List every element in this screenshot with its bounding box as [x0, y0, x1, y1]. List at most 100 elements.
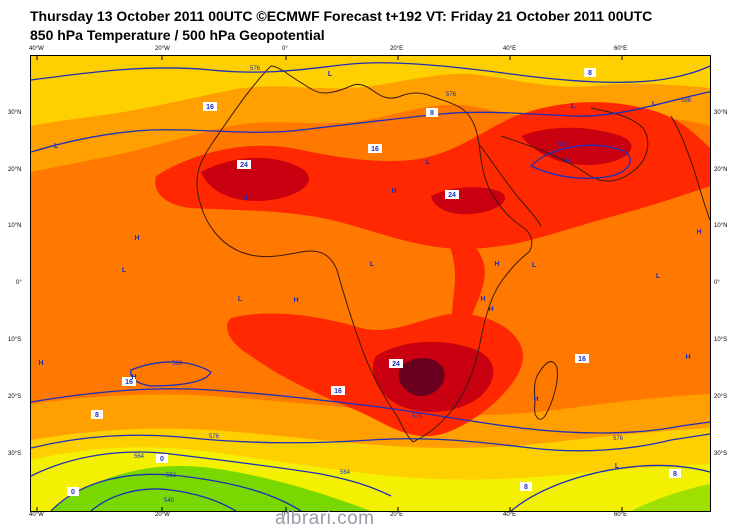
- pressure-marker: H: [696, 229, 701, 236]
- africa-west-coast: [196, 65, 414, 443]
- geo-label: 576: [613, 436, 624, 442]
- lon-tick-bottom: 20°W: [155, 512, 170, 518]
- geo-label: 564: [340, 470, 351, 476]
- pressure-marker: H: [391, 188, 396, 195]
- lon-tick-bottom: 40°E: [503, 512, 517, 518]
- contour-564: [30, 451, 392, 497]
- isotherm-labels: 16 16 24 24 8 16 16 24 16 8 8 8 8 0 0: [67, 68, 681, 496]
- iso-label-text: 24: [240, 162, 248, 169]
- graticule-ticks: [36, 56, 623, 511]
- pressure-marker: L: [652, 101, 657, 108]
- pressure-marker: L: [122, 267, 127, 274]
- iso-label-text: 8: [430, 110, 434, 117]
- iso-label: 0: [67, 487, 79, 496]
- lon-tick-bottom: 20°E: [390, 512, 404, 518]
- pressure-marker: L: [532, 262, 537, 269]
- iso-label: 16: [575, 354, 589, 363]
- iso-label: 16: [331, 386, 345, 395]
- iso-label: 8: [584, 68, 596, 77]
- lat-tick-left: 10°S: [8, 337, 22, 343]
- lat-tick-right: 20°S: [714, 394, 728, 400]
- temp-field-28-south: [398, 357, 445, 396]
- iso-label-text: 16: [125, 379, 133, 386]
- lon-tick-bottom: 40°W: [29, 512, 44, 518]
- pressure-marker: L: [615, 463, 620, 470]
- lon-tick-top: 0°: [282, 46, 288, 52]
- pressure-marker: H: [242, 195, 247, 202]
- lon-tick-top: 20°E: [390, 46, 404, 52]
- arabia-coast: [500, 107, 649, 182]
- contour-552: [50, 473, 302, 512]
- iso-label: 16: [368, 144, 382, 153]
- map-subtitle: 850 hPa Temperature / 500 hPa Geopotenti…: [30, 27, 325, 43]
- contour-576-se: [510, 464, 711, 512]
- temp-field-8-north: [31, 56, 710, 126]
- map-title: Thursday 13 October 2011 00UTC ©ECMWF Fo…: [30, 8, 653, 24]
- lat-tick-left: 10°N: [8, 223, 22, 229]
- lat-tick-right: 30°N: [714, 110, 728, 116]
- africa-east-coast: [270, 65, 533, 443]
- pressure-marker: L: [328, 71, 333, 78]
- geo-label: 540: [164, 498, 175, 504]
- lat-tick-right: 10°S: [714, 337, 728, 343]
- iso-label-text: 8: [95, 412, 99, 419]
- lat-tick-left: 30°N: [8, 110, 22, 116]
- geo-label: 576: [446, 92, 457, 98]
- geo-label: 552: [166, 473, 177, 479]
- lon-tick-bottom: 0°: [282, 512, 288, 518]
- temp-field-24-north: [201, 157, 310, 201]
- temp-field-20-tongue: [441, 226, 485, 338]
- iso-label-text: 8: [524, 484, 528, 491]
- iso-label: 0: [156, 454, 168, 463]
- pressure-marker: H: [134, 235, 139, 242]
- coastlines: [196, 65, 711, 443]
- pressure-marker: H: [565, 158, 570, 165]
- pressure-marker: H: [533, 396, 538, 403]
- iso-label-text: 16: [578, 356, 586, 363]
- geo-label: 576: [250, 66, 261, 72]
- iso-label: 8: [426, 108, 438, 117]
- red-sea: [478, 143, 542, 227]
- iso-label: 24: [237, 160, 251, 169]
- geo-label: 588: [172, 361, 183, 367]
- lon-tick-top: 40°W: [29, 46, 44, 52]
- geopotential-labels: 576 576 576 576 588 588 588 564 564 552 …: [134, 66, 692, 504]
- iso-label-text: 8: [673, 471, 677, 478]
- pressure-marker: H: [488, 306, 493, 313]
- contour-588-ne: [529, 144, 631, 179]
- pressure-marker: L: [571, 103, 576, 110]
- contour-540: [90, 488, 237, 512]
- iso-label: 8: [520, 482, 532, 491]
- india-coast: [670, 115, 711, 221]
- lon-tick-top: 60°E: [614, 46, 628, 52]
- iso-label-text: 0: [160, 456, 164, 463]
- contour-576-north: [30, 62, 711, 84]
- pressure-marker: H: [38, 360, 43, 367]
- geo-label: 564: [134, 454, 145, 460]
- iso-label: 16: [203, 102, 217, 111]
- pressure-marker: H: [480, 296, 485, 303]
- iso-label: 8: [91, 410, 103, 419]
- iso-label: 8: [669, 469, 681, 478]
- lat-tick-right: 10°N: [714, 223, 728, 229]
- geo-label: 588: [681, 98, 692, 104]
- lat-tick-right: 30°S: [714, 451, 728, 457]
- pressure-marker: H: [293, 297, 298, 304]
- forecast-map: 16 16 24 24 8 16 16 24 16 8 8 8 8 0 0 57…: [30, 55, 711, 512]
- iso-label: 24: [389, 359, 403, 368]
- lat-tick-right: 0°: [714, 280, 720, 286]
- iso-label: 24: [445, 190, 459, 199]
- contour-576-south: [30, 433, 711, 452]
- iso-label-text: 16: [206, 104, 214, 111]
- pressure-marker: L: [656, 273, 661, 280]
- iso-label: 16: [122, 377, 136, 386]
- geo-label: 576: [412, 414, 423, 420]
- geo-label: 576: [209, 434, 220, 440]
- pressure-marker: H: [685, 354, 690, 361]
- lon-tick-top: 20°W: [155, 46, 170, 52]
- lat-tick-left: 30°S: [8, 451, 22, 457]
- iso-label-text: 8: [588, 70, 592, 77]
- pressure-marker: L: [370, 261, 375, 268]
- pressure-markers: L L H H L H H L L H L H L H H H H H H L: [38, 71, 701, 470]
